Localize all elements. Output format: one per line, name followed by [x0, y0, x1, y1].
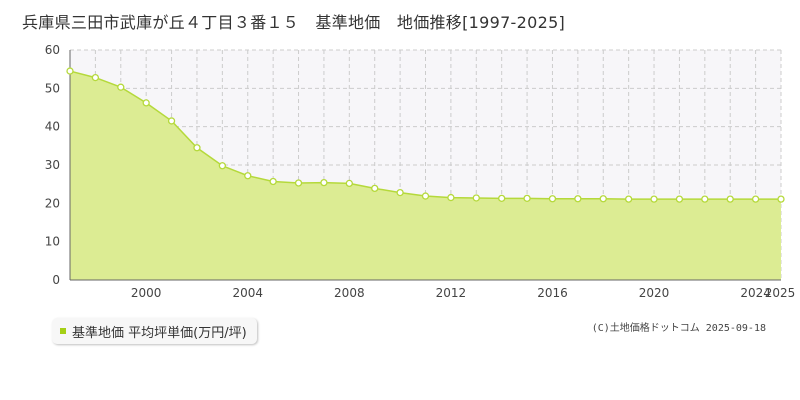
data-point: [599, 195, 607, 203]
data-point: [675, 195, 684, 203]
data-point: [498, 194, 506, 203]
y-tick-label: 60: [45, 43, 60, 57]
legend-swatch: [60, 328, 66, 334]
data-point: [396, 188, 404, 197]
x-tick-label: 2020: [639, 286, 670, 300]
data-point: [777, 195, 785, 203]
credit-text: (C)土地価格ドットコム 2025-09-18: [591, 323, 766, 334]
x-tick-label: 2000: [131, 286, 162, 300]
data-point: [117, 83, 125, 91]
data-markers: [66, 67, 785, 203]
data-point: [650, 195, 658, 203]
chart-title: 兵庫県三田市武庫が丘４丁目３番１５ 基準地価 地価推移[1997-2025]: [22, 13, 566, 32]
x-tick-label: 2025: [765, 286, 796, 300]
x-tick-label: 2004: [232, 286, 263, 300]
y-tick-label: 40: [45, 120, 60, 134]
data-point: [701, 195, 709, 203]
y-tick-label: 10: [45, 235, 60, 249]
series-area-fill: [70, 71, 781, 280]
y-tick-labels: 0 10 20 30 40 50 60: [45, 43, 60, 287]
axes: [69, 50, 781, 281]
data-point: [624, 195, 633, 203]
data-point: [66, 67, 74, 75]
data-point: [574, 195, 582, 203]
x-tick-label: 2012: [436, 286, 467, 300]
y-tick-label: 0: [52, 273, 60, 287]
data-point: [751, 195, 760, 203]
data-point: [91, 73, 100, 82]
x-tick-label: 2016: [537, 286, 568, 300]
x-tick-label: 2024: [740, 286, 771, 300]
data-point: [244, 172, 252, 180]
y-tick-label: 50: [45, 81, 60, 95]
y-tick-label: 30: [45, 158, 60, 172]
data-point: [269, 177, 277, 186]
data-point: [523, 194, 531, 203]
y-tick-label: 20: [45, 196, 60, 210]
data-point: [193, 144, 201, 152]
x-tick-label: 2008: [334, 286, 365, 300]
data-point: [421, 192, 430, 200]
data-point: [345, 179, 353, 188]
data-point: [167, 117, 176, 125]
data-point: [726, 195, 734, 203]
data-point: [472, 194, 480, 202]
data-point: [548, 195, 557, 203]
legend-label: 基準地価 平均坪単価(万円/坪): [72, 325, 247, 341]
data-point: [218, 162, 227, 170]
data-point: [371, 184, 379, 193]
data-point: [142, 99, 150, 107]
data-point: [294, 179, 303, 187]
data-point: [320, 178, 328, 187]
data-point: [447, 193, 455, 202]
legend: 基準地価 平均坪単価(万円/坪): [52, 318, 257, 344]
